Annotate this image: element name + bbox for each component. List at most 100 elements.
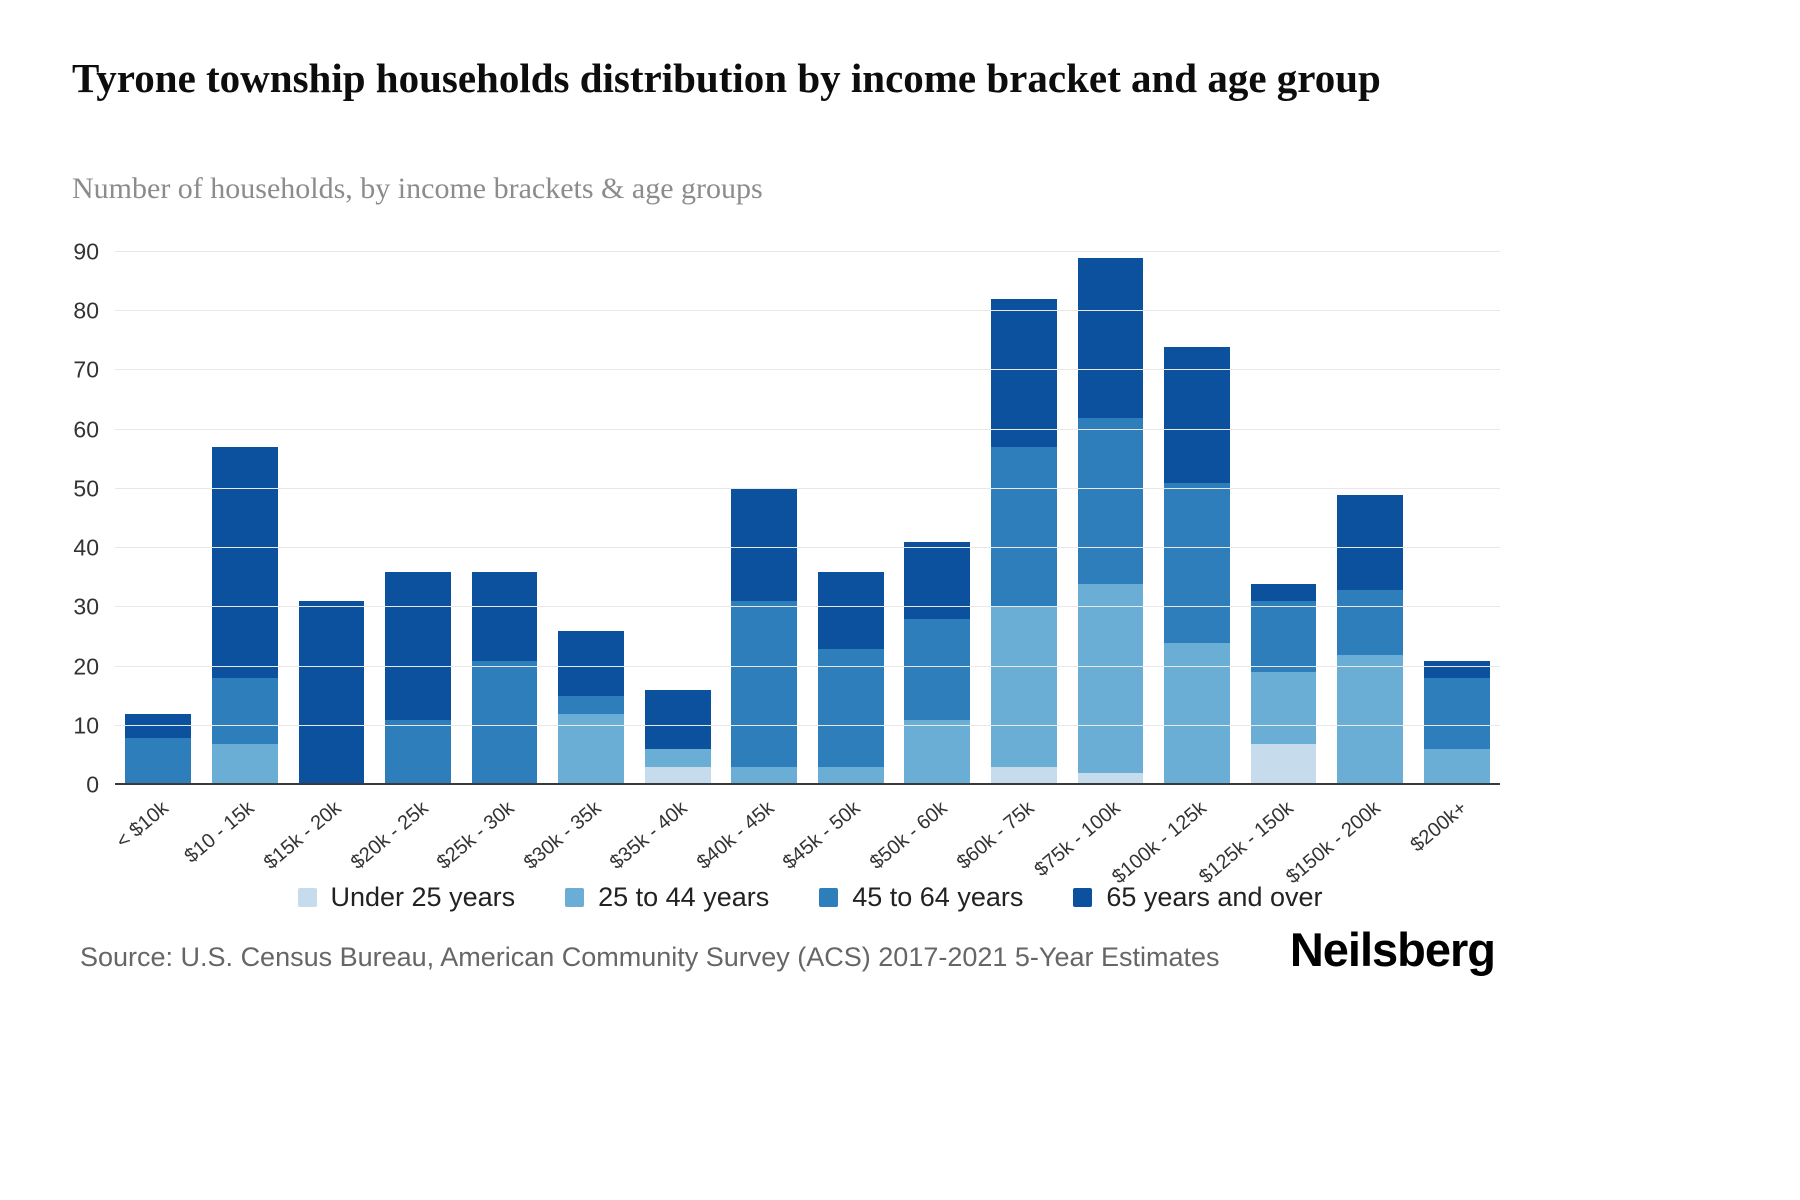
bar-segment[interactable] bbox=[991, 607, 1057, 768]
bar-segment[interactable] bbox=[125, 713, 192, 738]
bar-segment[interactable] bbox=[644, 690, 711, 750]
bar-segment[interactable] bbox=[385, 571, 451, 720]
legend: Under 25 years 25 to 44 years 45 to 64 yea… bbox=[0, 882, 1620, 913]
bar-segment[interactable] bbox=[644, 749, 711, 768]
bar-segment[interactable] bbox=[211, 447, 278, 679]
bar[interactable] bbox=[211, 447, 278, 785]
x-tick-label: $40k - 45k bbox=[692, 797, 779, 874]
x-tick-label: $150k - 200k bbox=[1281, 797, 1385, 889]
bar-segment[interactable] bbox=[731, 601, 798, 768]
bar[interactable] bbox=[1250, 583, 1317, 785]
bar-segment[interactable] bbox=[1423, 749, 1490, 785]
x-tick-label: $10 - 15k bbox=[180, 797, 259, 868]
bar-segment[interactable] bbox=[817, 648, 884, 768]
chart-subtitle: Number of households, by income brackets… bbox=[72, 172, 763, 205]
bar-slot: $15k - 20k bbox=[260, 252, 375, 874]
legend-item[interactable]: 25 to 44 years bbox=[565, 882, 769, 913]
bar[interactable] bbox=[731, 488, 798, 785]
bar[interactable] bbox=[558, 631, 624, 785]
bar-segment[interactable] bbox=[817, 767, 884, 785]
bar-segment[interactable] bbox=[731, 767, 798, 785]
y-tick-label: 80 bbox=[73, 297, 99, 324]
bar[interactable] bbox=[1164, 346, 1230, 785]
bar-segment[interactable] bbox=[1337, 589, 1404, 655]
x-tick-label: $15k - 20k bbox=[259, 797, 346, 874]
bar-segment[interactable] bbox=[385, 719, 451, 785]
bar-segment[interactable] bbox=[1250, 583, 1317, 602]
bar-segment[interactable] bbox=[125, 737, 192, 785]
bar-segment[interactable] bbox=[1077, 773, 1144, 785]
bar-slot: $45k - 50k bbox=[779, 252, 895, 874]
bar-slot: < $10k bbox=[112, 252, 202, 853]
bar-segment[interactable] bbox=[731, 488, 798, 602]
bar-segment[interactable] bbox=[991, 447, 1057, 608]
source-text: Source: U.S. Census Bureau, American Com… bbox=[80, 942, 1220, 972]
bar-slot: $25k - 30k bbox=[433, 252, 548, 874]
bar-segment[interactable] bbox=[1164, 346, 1230, 483]
bar[interactable] bbox=[471, 571, 538, 785]
bar-slot: $100k - 125k bbox=[1108, 252, 1241, 888]
x-tick-label: $25k - 30k bbox=[432, 797, 519, 874]
bar-segment[interactable] bbox=[1337, 654, 1404, 785]
bar-segment[interactable] bbox=[991, 767, 1057, 785]
bar-segment[interactable] bbox=[1077, 417, 1144, 584]
bar-segment[interactable] bbox=[1077, 257, 1144, 418]
brand-logo: Neilsberg bbox=[1289, 923, 1496, 976]
bar-segment[interactable] bbox=[298, 601, 365, 785]
bar-segment[interactable] bbox=[558, 713, 624, 785]
x-tick-label: < $10k bbox=[111, 797, 173, 853]
bar-segment[interactable] bbox=[1077, 583, 1144, 774]
bar-segment[interactable] bbox=[1250, 743, 1317, 785]
legend-label: Under 25 years bbox=[330, 882, 516, 912]
bar-segment[interactable] bbox=[1423, 660, 1490, 679]
bar-segment[interactable] bbox=[1164, 482, 1230, 643]
bar[interactable] bbox=[817, 571, 884, 785]
bar-slot: $75k - 100k bbox=[1030, 252, 1154, 881]
y-tick-label: 50 bbox=[73, 475, 99, 502]
y-tick-label: 70 bbox=[73, 356, 99, 383]
x-tick-label: $60k - 75k bbox=[952, 797, 1039, 874]
bar-segment[interactable] bbox=[817, 571, 884, 649]
bar-segment[interactable] bbox=[991, 299, 1057, 448]
bar-segment[interactable] bbox=[1250, 601, 1317, 673]
legend-swatch-icon bbox=[297, 888, 317, 907]
y-tick-label: 10 bbox=[73, 712, 99, 739]
bar[interactable] bbox=[1337, 494, 1404, 785]
legend-item[interactable]: 65 years and over bbox=[1073, 882, 1323, 913]
bar-segment[interactable] bbox=[904, 719, 971, 785]
bar-segment[interactable] bbox=[211, 743, 278, 785]
bar-slot: $20k - 25k bbox=[346, 252, 462, 874]
bar[interactable] bbox=[125, 713, 192, 785]
x-axis-line bbox=[115, 783, 1500, 785]
bar[interactable] bbox=[991, 299, 1057, 785]
y-tick-label: 40 bbox=[73, 534, 99, 561]
bar-segment[interactable] bbox=[1423, 678, 1490, 750]
bar-segment[interactable] bbox=[904, 619, 971, 720]
bar[interactable] bbox=[298, 601, 365, 785]
x-tick-label: $200k+ bbox=[1406, 797, 1471, 857]
bar-segment[interactable] bbox=[644, 767, 711, 785]
bar-segment[interactable] bbox=[558, 631, 624, 697]
legend-label: 25 to 44 years bbox=[598, 882, 770, 912]
bar-segment[interactable] bbox=[1337, 494, 1404, 590]
bar-slot: $10 - 15k bbox=[181, 252, 289, 867]
bar-segment[interactable] bbox=[471, 571, 538, 661]
bar[interactable] bbox=[644, 690, 711, 785]
gridline bbox=[115, 606, 1500, 608]
bar-segment[interactable] bbox=[1164, 642, 1230, 785]
bar[interactable] bbox=[385, 571, 451, 785]
legend-item[interactable]: 45 to 64 years bbox=[819, 882, 1023, 913]
bar-segment[interactable] bbox=[558, 696, 624, 714]
bar-segment[interactable] bbox=[904, 542, 971, 620]
bar-slot: $60k - 75k bbox=[952, 252, 1068, 874]
y-tick-label: 90 bbox=[73, 238, 99, 265]
bar[interactable] bbox=[904, 542, 971, 785]
bar-segment[interactable] bbox=[471, 660, 538, 785]
legend-item[interactable]: Under 25 years bbox=[297, 882, 516, 913]
bar[interactable] bbox=[1077, 257, 1144, 785]
bar-segment[interactable] bbox=[1250, 672, 1317, 744]
gridline bbox=[115, 369, 1500, 371]
x-tick-label: $100k - 125k bbox=[1108, 797, 1212, 889]
bar-segment[interactable] bbox=[211, 678, 278, 744]
bar[interactable] bbox=[1423, 660, 1490, 785]
